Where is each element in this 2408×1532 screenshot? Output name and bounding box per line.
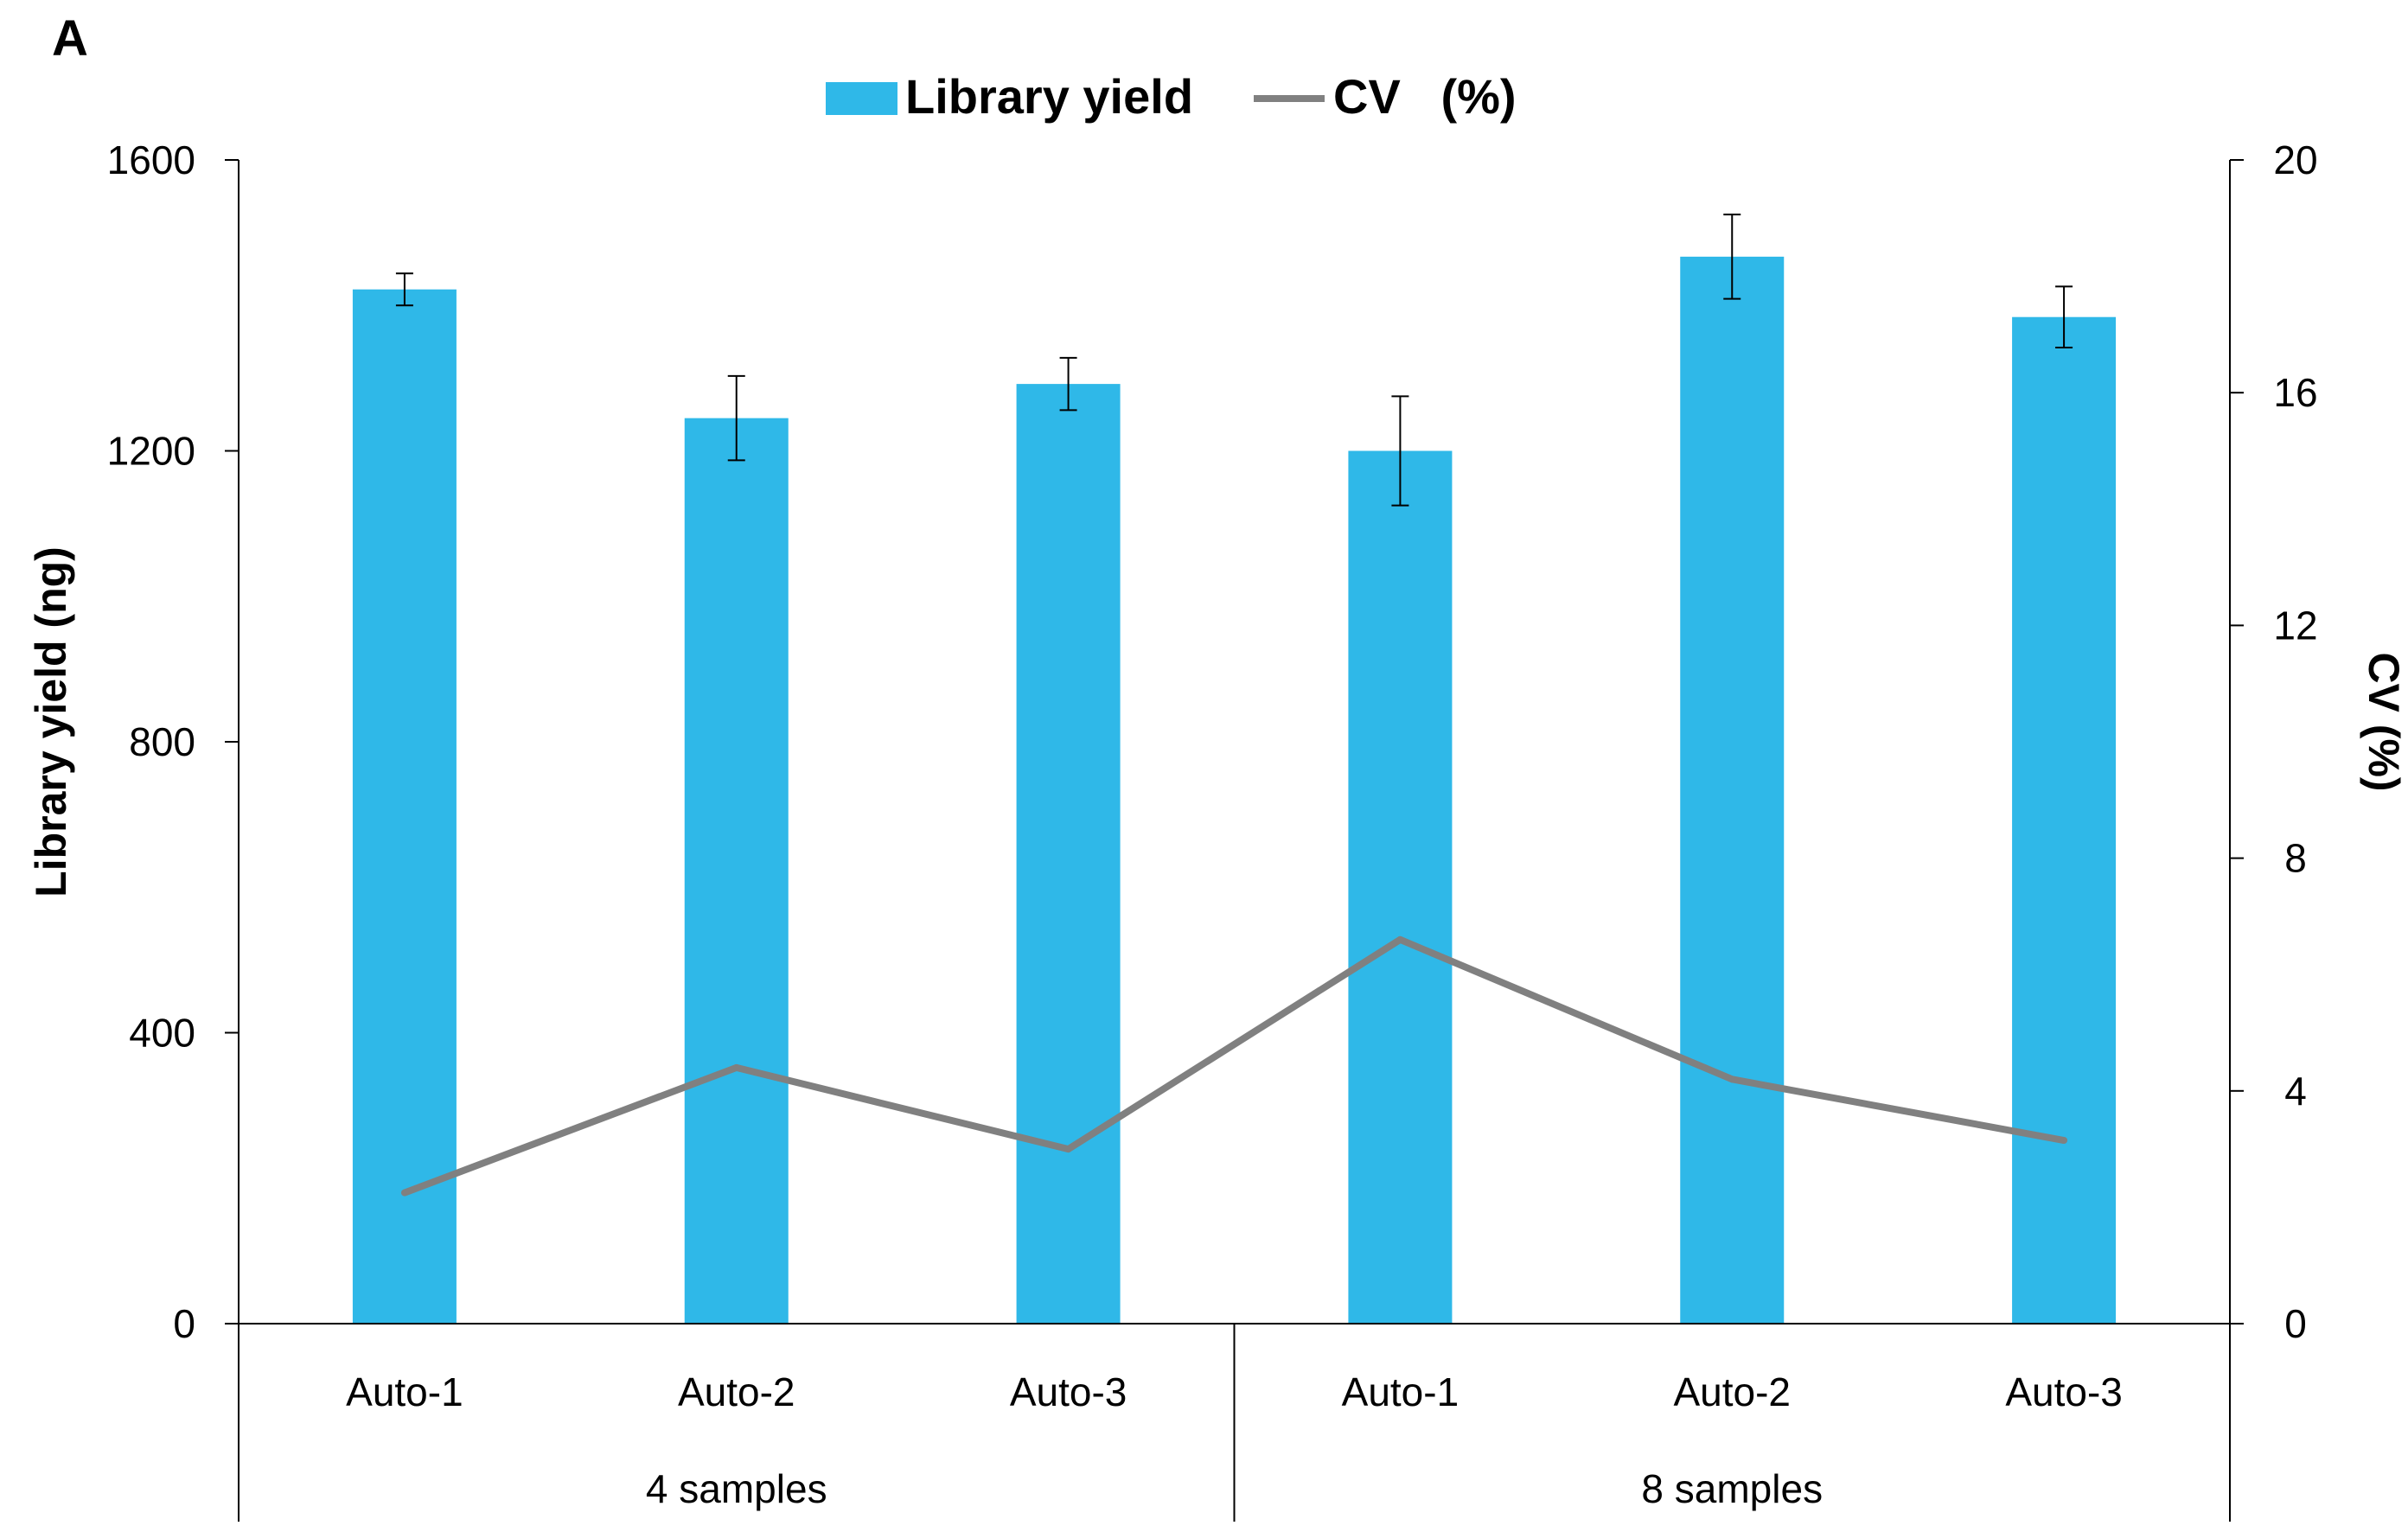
cv-point-5 — [1728, 1076, 1736, 1083]
bar-1 — [352, 289, 457, 1325]
x-tick-label-4: Auto-1 — [1342, 1369, 1459, 1414]
y2-tick-label-12: 12 — [2273, 603, 2317, 648]
y-tick-label-0: 0 — [173, 1301, 195, 1346]
legend-label-cv: CV (%) — [1333, 69, 1517, 124]
cv-point-3 — [1064, 1146, 1072, 1153]
y2-tick-label-20: 20 — [2273, 137, 2317, 182]
group-label-2: 8 samples — [1641, 1466, 1823, 1511]
x-tick-label-2: Auto-2 — [678, 1369, 795, 1414]
x-tick-label-1: Auto-1 — [346, 1369, 463, 1414]
legend: Library yield CV (%) — [826, 69, 1517, 124]
panel-label: A — [52, 10, 88, 67]
y2-tick-label-16: 16 — [2273, 370, 2317, 415]
y-tick-label-400: 400 — [129, 1011, 195, 1056]
cv-line — [403, 935, 2065, 1197]
x-tick-label-5: Auto-2 — [1673, 1369, 1791, 1414]
y2-axis-title: CV (%) — [2360, 652, 2408, 791]
bar-6 — [2012, 316, 2117, 1325]
legend-label-library-yield: Library yield — [905, 69, 1193, 124]
y-tick-label-1200: 1200 — [107, 429, 195, 474]
bar-4 — [1348, 450, 1453, 1324]
cv-point-1 — [400, 1189, 408, 1197]
group-label-1: 4 samples — [646, 1466, 827, 1511]
y-axis-title: Library yield (ng) — [27, 546, 75, 897]
y2-tick-label-8: 8 — [2284, 836, 2307, 881]
cv-point-2 — [732, 1063, 740, 1071]
y2-tick-label-4: 4 — [2284, 1069, 2307, 1114]
plot-area: 0 400 800 1200 1600 0 4 8 12 16 20 Auto-1 Auto-2 Auto… — [107, 137, 2318, 1522]
bar-5 — [1680, 256, 1785, 1325]
y-tick-label-1600: 1600 — [107, 137, 195, 182]
bar-3 — [1016, 384, 1121, 1325]
y2-tick-label-0: 0 — [2284, 1301, 2307, 1346]
legend-swatch-library-yield — [826, 82, 897, 115]
x-tick-label-3: Auto-3 — [1010, 1369, 1127, 1414]
x-tick-label-6: Auto-3 — [2005, 1369, 2123, 1414]
bar-2 — [684, 418, 789, 1324]
y-tick-label-800: 800 — [129, 719, 195, 764]
cv-point-6 — [2060, 1137, 2068, 1145]
cv-point-4 — [1396, 935, 1404, 943]
